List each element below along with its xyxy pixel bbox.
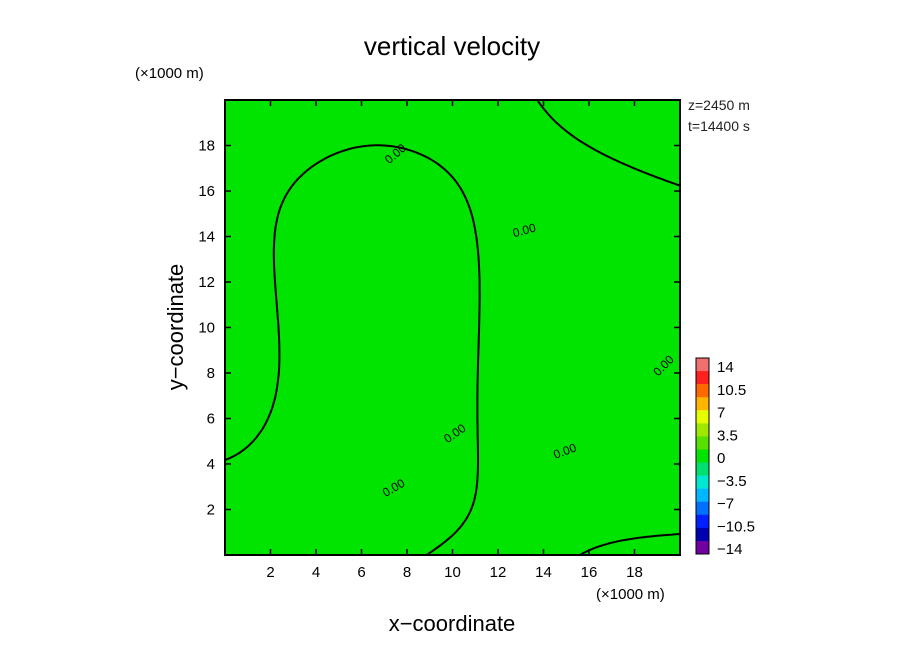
y-tick-label: 14 bbox=[198, 229, 215, 246]
colorbar-swatch bbox=[696, 514, 709, 529]
y-axis-label: y−coordinate bbox=[163, 264, 188, 391]
colorbar-label: −7 bbox=[717, 496, 734, 513]
zero-contour bbox=[224, 99, 681, 556]
colorbar-swatch bbox=[696, 371, 709, 385]
colorbar-swatch bbox=[696, 384, 709, 398]
x-tick-label: 8 bbox=[403, 564, 411, 581]
x-axis-label: x−coordinate bbox=[389, 611, 516, 636]
colorbar-swatch bbox=[696, 358, 709, 372]
y-tick-label: 18 bbox=[198, 138, 215, 155]
colorbar-frame bbox=[695, 357, 710, 555]
colorbar-swatch bbox=[696, 436, 709, 450]
y-tick-label: 8 bbox=[207, 365, 215, 382]
colorbar-swatch bbox=[696, 462, 709, 476]
y-tick-label: 4 bbox=[207, 456, 215, 473]
y-tick-label: 2 bbox=[207, 502, 215, 519]
colorbar: 14 10.5 7 3.5 0 −3.5 −7 −10.5 −14 bbox=[695, 357, 755, 558]
x-tick-label: 2 bbox=[266, 564, 274, 581]
x-tick-label: 18 bbox=[626, 564, 643, 581]
colorbar-label: 0 bbox=[717, 450, 725, 467]
colorbar-swatch bbox=[696, 527, 709, 542]
axis-ticks: 2 4 6 8 10 12 14 16 18 2 4 6 8 10 12 14 16 18 bbox=[198, 100, 680, 581]
info-line-t: t=14400 s bbox=[688, 118, 750, 134]
colorbar-swatch bbox=[696, 540, 709, 555]
y-tick-label: 16 bbox=[198, 183, 215, 200]
plot-area: 0.000.000.000.000.000.00 2 4 6 8 10 12 14 16 182… bbox=[198, 99, 681, 581]
colorbar-label: 14 bbox=[717, 359, 734, 376]
colorbar-swatch bbox=[696, 423, 709, 437]
info-line-z: z=2450 m bbox=[688, 97, 750, 113]
colorbar-label: 10.5 bbox=[717, 382, 746, 399]
chart-title: vertical velocity bbox=[364, 31, 540, 61]
y-tick-label: 6 bbox=[207, 411, 215, 428]
y-tick-label: 10 bbox=[198, 320, 215, 337]
y-unit-label: (×1000 m) bbox=[135, 65, 204, 82]
colorbar-label: −3.5 bbox=[717, 473, 747, 490]
x-tick-label: 6 bbox=[357, 564, 365, 581]
x-tick-label: 12 bbox=[490, 564, 507, 581]
colorbar-label: −10.5 bbox=[717, 518, 755, 535]
colorbar-swatch bbox=[696, 488, 709, 503]
colorbar-label: 7 bbox=[717, 405, 725, 422]
x-tick-label: 14 bbox=[535, 564, 552, 581]
x-unit-label: (×1000 m) bbox=[596, 586, 665, 603]
colorbar-swatch bbox=[696, 449, 709, 463]
x-tick-label: 16 bbox=[581, 564, 598, 581]
x-tick-label: 4 bbox=[312, 564, 320, 581]
contour-lines bbox=[224, 99, 681, 556]
x-tick-label: 10 bbox=[444, 564, 461, 581]
y-tick-label: 12 bbox=[198, 274, 215, 291]
colorbar-label: −14 bbox=[717, 541, 742, 558]
colorbar-label: 3.5 bbox=[717, 427, 738, 444]
field-fill bbox=[225, 100, 680, 555]
colorbar-swatch bbox=[696, 475, 709, 489]
colorbar-swatch bbox=[696, 410, 709, 424]
colorbar-swatch bbox=[696, 501, 709, 516]
colorbar-swatch bbox=[696, 397, 709, 411]
contour-label: 0.00 bbox=[511, 220, 537, 240]
